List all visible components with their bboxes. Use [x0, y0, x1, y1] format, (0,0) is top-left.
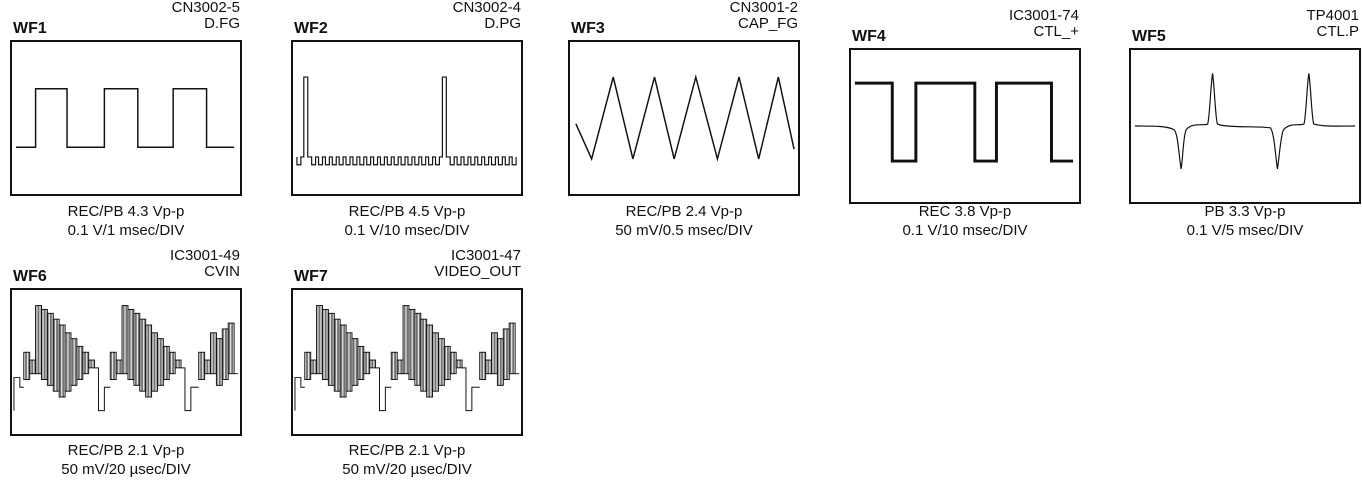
source-label: IC3001-49	[169, 247, 240, 264]
video-signal-icon	[294, 305, 520, 412]
scope-screen	[10, 40, 242, 196]
pulse-train-icon	[296, 76, 517, 166]
square-wave-thick-icon	[854, 81, 1074, 163]
waveform-panel-wf1: WF1 CN3002-5 D.FG REC/PB 4.3 Vp-p 0.1 V/…	[10, 0, 242, 240]
scale-label: 0.1 V/5 msec/DIV	[1186, 222, 1304, 239]
mode-voltage-label: REC/PB 4.3 Vp-p	[67, 203, 185, 220]
waveform-id: WF6	[13, 268, 47, 285]
source-label: CN3002-5	[171, 0, 240, 16]
caption: REC/PB 4.3 Vp-p 0.1 V/1 msec/DIV	[10, 202, 242, 240]
signal-label: D.FG	[204, 15, 240, 32]
waveform-panel-wf5: WF5 TP4001 CTL.P PB 3.3 Vp-p 0.1 V/5 mse…	[1129, 8, 1361, 248]
scope-screen	[849, 48, 1081, 204]
mode-voltage-label: REC/PB 2.1 Vp-p	[67, 442, 185, 459]
waveform-panel-wf2: WF2 CN3002-4 D.PG REC/PB 4.5 Vp-p 0.1 V/…	[291, 0, 523, 240]
panel-header: WF7 IC3001-47 VIDEO_OUT	[291, 248, 523, 288]
signal-label: D.PG	[484, 15, 521, 32]
mode-voltage-label: REC/PB 2.1 Vp-p	[348, 442, 466, 459]
video-signal-icon	[13, 305, 239, 412]
caption: REC/PB 2.1 Vp-p 50 mV/20 µsec/DIV	[291, 441, 523, 479]
scale-label: 50 mV/20 µsec/DIV	[342, 461, 472, 478]
waveform-panel-wf7: WF7 IC3001-47 VIDEO_OUT REC/PB 2.1 Vp-p …	[291, 248, 523, 488]
caption: REC 3.8 Vp-p 0.1 V/10 msec/DIV	[849, 202, 1081, 240]
caption: REC/PB 2.4 Vp-p 50 mV/0.5 msec/DIV	[568, 202, 800, 240]
caption: REC/PB 4.5 Vp-p 0.1 V/10 msec/DIV	[291, 202, 523, 240]
scale-label: 0.1 V/1 msec/DIV	[67, 222, 185, 239]
signal-label: CAP_FG	[737, 15, 798, 32]
probe-point: IC3001-74 CTL_+	[1009, 8, 1079, 40]
scale-label: 0.1 V/10 msec/DIV	[902, 222, 1028, 239]
waveform-id: WF5	[1132, 28, 1166, 45]
probe-point: CN3002-4 D.PG	[453, 0, 521, 32]
scale-label: 50 mV/20 µsec/DIV	[61, 461, 191, 478]
signal-label: CVIN	[204, 263, 240, 280]
source-label: IC3001-47	[450, 247, 521, 264]
panel-header: WF3 CN3001-2 CAP_FG	[568, 0, 800, 40]
scale-label: 0.1 V/10 msec/DIV	[344, 222, 470, 239]
panel-header: WF6 IC3001-49 CVIN	[10, 248, 242, 288]
probe-point: CN3002-5 D.FG	[172, 0, 240, 32]
probe-point: CN3001-2 CAP_FG	[730, 0, 798, 32]
waveform-id: WF1	[13, 20, 47, 37]
waveform-id: WF7	[294, 268, 328, 285]
scale-label: 50 mV/0.5 msec/DIV	[615, 222, 753, 239]
panel-header: WF5 TP4001 CTL.P	[1129, 8, 1361, 48]
panel-header: WF1 CN3002-5 D.FG	[10, 0, 242, 40]
panel-header: WF4 IC3001-74 CTL_+	[849, 8, 1081, 48]
scope-screen	[568, 40, 800, 196]
source-label: TP4001	[1306, 7, 1359, 24]
caption: PB 3.3 Vp-p 0.1 V/5 msec/DIV	[1129, 202, 1361, 240]
scope-screen	[1129, 48, 1361, 204]
probe-point: TP4001 CTL.P	[1306, 8, 1359, 40]
scope-screen	[10, 288, 242, 436]
waveform-panel-wf3: WF3 CN3001-2 CAP_FG REC/PB 2.4 Vp-p 50 m…	[568, 0, 800, 240]
waveform-panel-wf4: WF4 IC3001-74 CTL_+ REC 3.8 Vp-p 0.1 V/1…	[849, 8, 1081, 248]
scope-screen	[291, 288, 523, 436]
scope-screen	[291, 40, 523, 196]
waveform-id: WF3	[571, 20, 605, 37]
mode-voltage-label: REC/PB 2.4 Vp-p	[625, 203, 743, 220]
mode-voltage-label: PB 3.3 Vp-p	[1204, 203, 1286, 220]
probe-point: IC3001-49 CVIN	[170, 248, 240, 280]
source-label: IC3001-74	[1008, 7, 1079, 24]
source-label: CN3001-2	[729, 0, 798, 16]
spike-pair-icon	[1134, 73, 1356, 169]
panel-header: WF2 CN3002-4 D.PG	[291, 0, 523, 40]
waveform-id: WF4	[852, 28, 886, 45]
signal-label: CTL_+	[1033, 23, 1079, 40]
triangle-wave-icon	[575, 74, 795, 162]
square-wave-icon	[15, 88, 235, 148]
mode-voltage-label: REC 3.8 Vp-p	[918, 203, 1012, 220]
source-label: CN3002-4	[452, 0, 521, 16]
caption: REC/PB 2.1 Vp-p 50 mV/20 µsec/DIV	[10, 441, 242, 479]
signal-label: CTL.P	[1316, 23, 1359, 40]
probe-point: IC3001-47 VIDEO_OUT	[434, 248, 521, 280]
mode-voltage-label: REC/PB 4.5 Vp-p	[348, 203, 466, 220]
waveform-id: WF2	[294, 20, 328, 37]
signal-label: VIDEO_OUT	[434, 263, 521, 280]
waveform-panel-wf6: WF6 IC3001-49 CVIN REC/PB 2.1 Vp-p 50 mV…	[10, 248, 242, 488]
